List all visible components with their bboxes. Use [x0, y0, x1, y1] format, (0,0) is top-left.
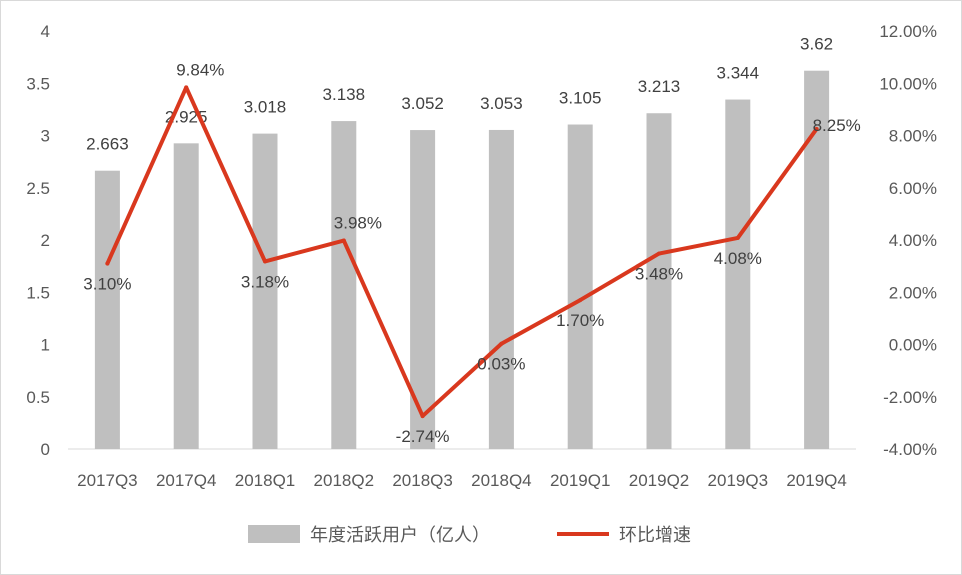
bar-data-label: 3.62: [800, 35, 833, 54]
line-data-label: -2.74%: [396, 427, 450, 446]
line-data-label: 1.70%: [556, 311, 604, 330]
x-axis-tick-label: 2017Q4: [156, 471, 217, 490]
bar-data-label: 2.663: [86, 135, 129, 154]
line-data-labels: 3.10% 9.84% 3.18% 3.98% -2.74% 0.03% 1.70% 3.48…: [83, 60, 861, 446]
bar: [725, 99, 751, 449]
bar: [331, 121, 357, 449]
line-point: [735, 235, 740, 240]
right-axis-tick-label: 2.00%: [889, 283, 937, 302]
legend-swatch-bar: [248, 525, 300, 543]
bar: [804, 70, 830, 450]
line-data-label: 3.18%: [241, 272, 289, 291]
line-point: [578, 298, 583, 303]
right-y-axis: -4.00% -2.00% 0.00% 2.00% 4.00% 6.00% 8.00% 10.…: [879, 22, 937, 459]
left-axis-tick-label: 0: [41, 440, 50, 459]
x-axis-tick-label: 2018Q2: [314, 471, 375, 490]
line-point: [420, 414, 425, 419]
line-data-label: 8.25%: [813, 116, 861, 135]
left-axis-tick-label: 4: [41, 22, 50, 41]
growth-line: [105, 85, 819, 419]
bar: [646, 113, 672, 449]
right-axis-tick-label: 8.00%: [889, 127, 937, 146]
left-axis-tick-label: 1.5: [26, 283, 50, 302]
bar-series: [94, 70, 830, 450]
line-point: [263, 259, 267, 264]
x-axis-tick-label: 2018Q1: [235, 471, 296, 490]
line-point: [499, 341, 504, 346]
x-axis-tick-label: 2017Q3: [77, 471, 138, 490]
line-point: [657, 251, 661, 256]
right-axis-tick-label: 4.00%: [889, 231, 937, 250]
bar-data-label: 3.213: [638, 77, 681, 96]
bar-data-label: 3.018: [244, 98, 287, 117]
bar: [567, 124, 593, 449]
line-point: [184, 85, 189, 90]
x-axis-tick-label: 2019Q3: [708, 471, 769, 490]
bar-data-label: 3.344: [717, 64, 760, 83]
right-axis-tick-label: 12.00%: [879, 22, 937, 41]
left-axis-tick-label: 3: [41, 127, 50, 146]
line-data-label: 0.03%: [477, 355, 525, 374]
line-data-label: 9.84%: [176, 60, 224, 79]
legend-label-line: 环比增速: [619, 525, 691, 546]
x-axis-tick-label: 2018Q4: [471, 471, 532, 490]
bar-data-label: 3.053: [480, 94, 523, 113]
left-axis-tick-label: 3.5: [26, 74, 50, 93]
right-axis-tick-label: -4.00%: [883, 440, 937, 459]
bar: [488, 129, 514, 450]
line-data-label: 3.10%: [83, 275, 131, 294]
x-axis-tick-label: 2018Q3: [392, 471, 453, 490]
bar: [173, 143, 199, 449]
line-point: [814, 126, 819, 131]
line-data-label: 3.98%: [334, 214, 382, 233]
x-axis: 2017Q3 2017Q4 2018Q1 2018Q2 2018Q3 2018Q4 2019…: [77, 471, 847, 490]
right-axis-tick-label: 6.00%: [889, 179, 937, 198]
right-axis-tick-label: -2.00%: [883, 388, 937, 407]
left-axis-tick-label: 2.5: [26, 179, 50, 198]
bar: [252, 133, 278, 449]
left-axis-tick-label: 1: [41, 336, 50, 355]
line-point: [105, 261, 110, 266]
bar-data-label: 3.105: [559, 89, 602, 108]
right-axis-tick-label: 0.00%: [889, 336, 937, 355]
bar-data-label: 3.052: [401, 94, 444, 113]
line-series: [105, 85, 819, 419]
x-axis-tick-label: 2019Q1: [550, 471, 611, 490]
line-data-label: 3.48%: [635, 265, 683, 284]
bar: [94, 170, 120, 450]
x-axis-tick-label: 2019Q2: [629, 471, 690, 490]
legend: 年度活跃用户（亿人） 环比增速: [248, 525, 691, 546]
right-axis-tick-label: 10.00%: [879, 74, 937, 93]
left-axis-tick-label: 2: [41, 231, 50, 250]
bar-data-label: 3.138: [323, 85, 366, 104]
line-point: [341, 238, 346, 243]
x-axis-tick-label: 2019Q4: [786, 471, 847, 490]
legend-label-bar: 年度活跃用户（亿人）: [310, 525, 490, 546]
line-data-label: 4.08%: [714, 249, 762, 268]
left-y-axis: 0 0.5 1 1.5 2 2.5 3 3.5 4: [26, 22, 50, 459]
left-axis-tick-label: 0.5: [26, 388, 50, 407]
